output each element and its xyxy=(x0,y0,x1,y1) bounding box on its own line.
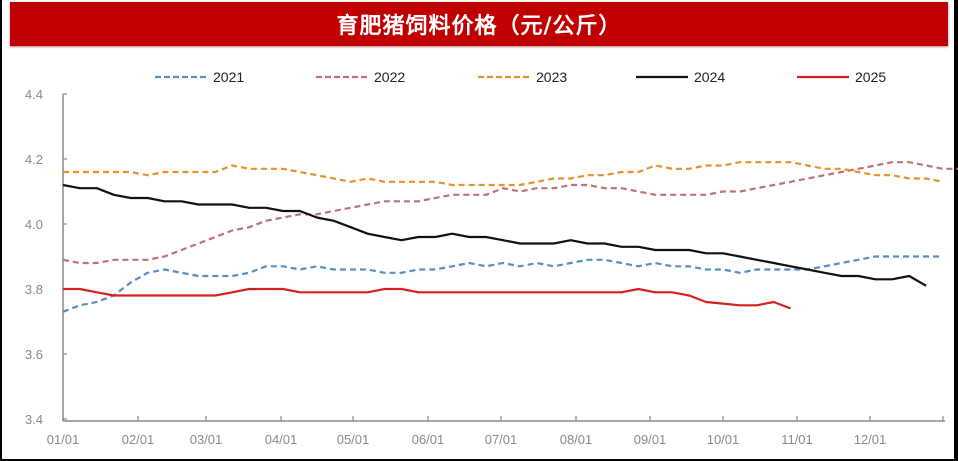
y-tick-label: 4.0 xyxy=(25,217,43,232)
x-tick-label: 09/01 xyxy=(634,432,667,447)
series-line-2024 xyxy=(62,183,927,287)
x-tick-label: 01/01 xyxy=(47,432,80,447)
legend-label-2025: 2025 xyxy=(855,69,886,85)
series-line-2021 xyxy=(62,255,943,313)
legend-label-2023: 2023 xyxy=(536,69,567,85)
series-line-2022 xyxy=(62,161,958,265)
chart-title: 育肥猪饲料价格（元/公斤） xyxy=(336,14,622,39)
y-tick-label: 4.4 xyxy=(25,87,43,102)
y-tick-label: 3.6 xyxy=(25,347,43,362)
x-tick-label: 05/01 xyxy=(337,432,370,447)
x-tick-label: 10/01 xyxy=(707,432,740,447)
x-tick-label: 07/01 xyxy=(485,432,518,447)
x-tick-label: 12/01 xyxy=(854,432,887,447)
x-tick-label: 03/01 xyxy=(190,432,223,447)
x-tick-label: 02/01 xyxy=(122,432,155,447)
series-line-2025 xyxy=(63,287,792,310)
legend-label-2024: 2024 xyxy=(694,69,725,85)
y-tick-label: 4.2 xyxy=(25,152,43,167)
x-tick-label: 11/01 xyxy=(781,432,813,447)
series-line-2023 xyxy=(63,161,944,187)
legend-label-2022: 2022 xyxy=(374,69,405,85)
x-tick-label: 06/01 xyxy=(412,432,445,447)
y-tick-label: 3.8 xyxy=(25,282,43,297)
title-banner: 育肥猪饲料价格（元/公斤） xyxy=(10,2,948,46)
x-tick-label: 08/01 xyxy=(560,432,593,447)
x-tick-label: 04/01 xyxy=(265,432,298,447)
legend-label-2021: 2021 xyxy=(213,69,244,85)
y-tick-label: 3.4 xyxy=(25,412,43,427)
